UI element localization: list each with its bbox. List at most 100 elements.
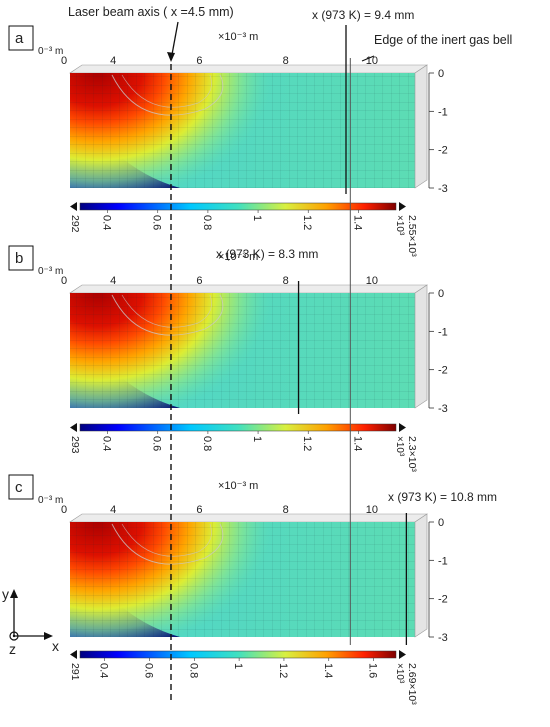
panel-label: c [15, 479, 23, 496]
colorbar-tick-label: 1.4 [351, 436, 363, 451]
colorbar-tick-label: 0.8 [187, 663, 199, 678]
y-tick-label: -1 [438, 555, 448, 567]
y-tick-label: 0 [438, 68, 444, 80]
colorbar-min-label: 293 [69, 436, 81, 454]
x-prefix-label: 0⁻³ m [38, 46, 63, 57]
melt-pool-contour [111, 74, 224, 116]
colorbar-tick-label: 0.4 [101, 436, 113, 451]
plate-side-face [414, 64, 428, 189]
panel-b: b ×10⁻³ m0⁻³ m0 4 6 8 100-1-2-3x (973 K) = 8.… [8, 245, 448, 472]
panel-c: c ×10⁻³ m0⁻³ m0 4 6 8 100-1-2-3x (973 K) = 10… [8, 474, 497, 705]
colorbar-exponent: ×10³ [394, 663, 405, 684]
mesh-grid [70, 73, 415, 188]
y-tick-label: -2 [438, 145, 448, 157]
colorbar-exponent: ×10³ [394, 215, 405, 236]
colorbar-min-label: 292 [69, 215, 81, 233]
y-tick-label: -1 [438, 106, 448, 118]
y-tick-label: 0 [438, 517, 444, 529]
y-tick-label: 0 [438, 288, 444, 300]
colorbar-max-label: 2.55×10³ [406, 215, 418, 257]
triad-x-label: x [52, 638, 59, 654]
melt-pool-contour [111, 294, 224, 336]
plate-side-face [414, 513, 428, 638]
colorbar-exponent: ×10³ [394, 436, 405, 457]
plate-side-face [414, 284, 428, 409]
y-tick-label: -2 [438, 365, 448, 377]
y-tick-label: -3 [438, 183, 448, 195]
x-tick-label: 10 [366, 504, 378, 516]
panel-label-box [8, 245, 34, 271]
colorbar-tick-label: 0.4 [98, 663, 110, 678]
y-tick-label: -1 [438, 326, 448, 338]
isotherm-973k-label: x (973 K) = 10.8 mm [388, 490, 497, 504]
colorbar-tick-label: 0.6 [142, 663, 154, 678]
x-unit-label: ×10⁻³ m [218, 31, 258, 43]
mesh-grid [70, 293, 415, 408]
x-tick-label: 6 [196, 504, 202, 516]
colorbar-min-marker [70, 202, 77, 211]
plate-top-face [69, 513, 428, 523]
colorbar-max-label: 2.3×10³ [406, 436, 418, 472]
melt-pool-contour [121, 74, 212, 108]
isotherm-973k-label: x (973 K) = 8.3 mm [216, 247, 318, 261]
melt-pool-contour [121, 294, 212, 328]
x-tick-label: 8 [283, 55, 289, 67]
colorbar-tick-label: 0.6 [151, 436, 163, 451]
colorbar-tick-label: 1.4 [351, 215, 363, 230]
y-tick-label: -2 [438, 594, 448, 606]
x-tick-label: 4 [110, 275, 116, 287]
melt-pool-contour [111, 523, 224, 565]
panel-label: a [15, 30, 24, 47]
colorbar-tick-label: 1.2 [301, 436, 313, 451]
x-tick-label: 10 [366, 275, 378, 287]
colorbar-tick-label: 0.8 [201, 436, 213, 451]
x-prefix-label: 0⁻³ m [38, 495, 63, 506]
panel-label-box [8, 474, 34, 500]
x-tick-label: 0 [61, 55, 67, 67]
x-tick-label: 4 [110, 504, 116, 516]
x-tick-label: 8 [283, 275, 289, 287]
x-tick-label: 0 [61, 275, 67, 287]
x-tick-label: 4 [110, 55, 116, 67]
gas-bell-arrow [361, 55, 375, 62]
axis-triad: y x z [2, 586, 59, 657]
panel-label-box [8, 25, 34, 51]
triad-z-label: z [9, 641, 16, 657]
y-tick-label: -3 [438, 632, 448, 644]
melt-pool-contour [121, 523, 212, 557]
colorbar-tick-label: 1.2 [301, 215, 313, 230]
plate-top-face [69, 64, 428, 74]
colorbar-tick-label: 1 [251, 436, 263, 442]
triad-y-label: y [2, 586, 9, 602]
laser-axis-arrowhead [167, 52, 175, 62]
colorbar-tick-label: 1.2 [277, 663, 289, 678]
gas-bell-label: Edge of the inert gas bell [374, 33, 512, 47]
colorbar-tick-label: 1 [251, 215, 263, 221]
colorbar-tick-label: 0.8 [201, 215, 213, 230]
laser-axis-label: Laser beam axis ( x =4.5 mm) [68, 5, 234, 19]
plate-top-face [69, 284, 428, 294]
colorbar-min-label: 291 [69, 663, 81, 681]
x-tick-label: 6 [196, 275, 202, 287]
colorbar-tick-label: 0.4 [101, 215, 113, 230]
colorbar [79, 650, 397, 659]
isotherm-973k-label: x (973 K) = 9.4 mm [312, 8, 414, 22]
x-tick-label: 8 [283, 504, 289, 516]
colorbar-min-marker [70, 423, 77, 432]
x-tick-label: 6 [196, 55, 202, 67]
colorbar-max-marker [399, 202, 406, 211]
colorbar-tick-label: 0.6 [151, 215, 163, 230]
panel-label: b [15, 250, 23, 267]
colorbar-tick-label: 1.6 [367, 663, 379, 678]
x-prefix-label: 0⁻³ m [38, 266, 63, 277]
colorbar-min-marker [70, 650, 77, 659]
x-tick-label: 0 [61, 504, 67, 516]
x-tick-label: 10 [366, 55, 378, 67]
x-unit-label: ×10⁻³ m [218, 251, 258, 263]
colorbar-tick-label: 1.4 [322, 663, 334, 678]
colorbar-max-label: 2.69×10³ [406, 663, 418, 705]
colorbar-max-marker [399, 423, 406, 432]
colorbar-max-marker [399, 650, 406, 659]
colorbar [79, 202, 397, 211]
